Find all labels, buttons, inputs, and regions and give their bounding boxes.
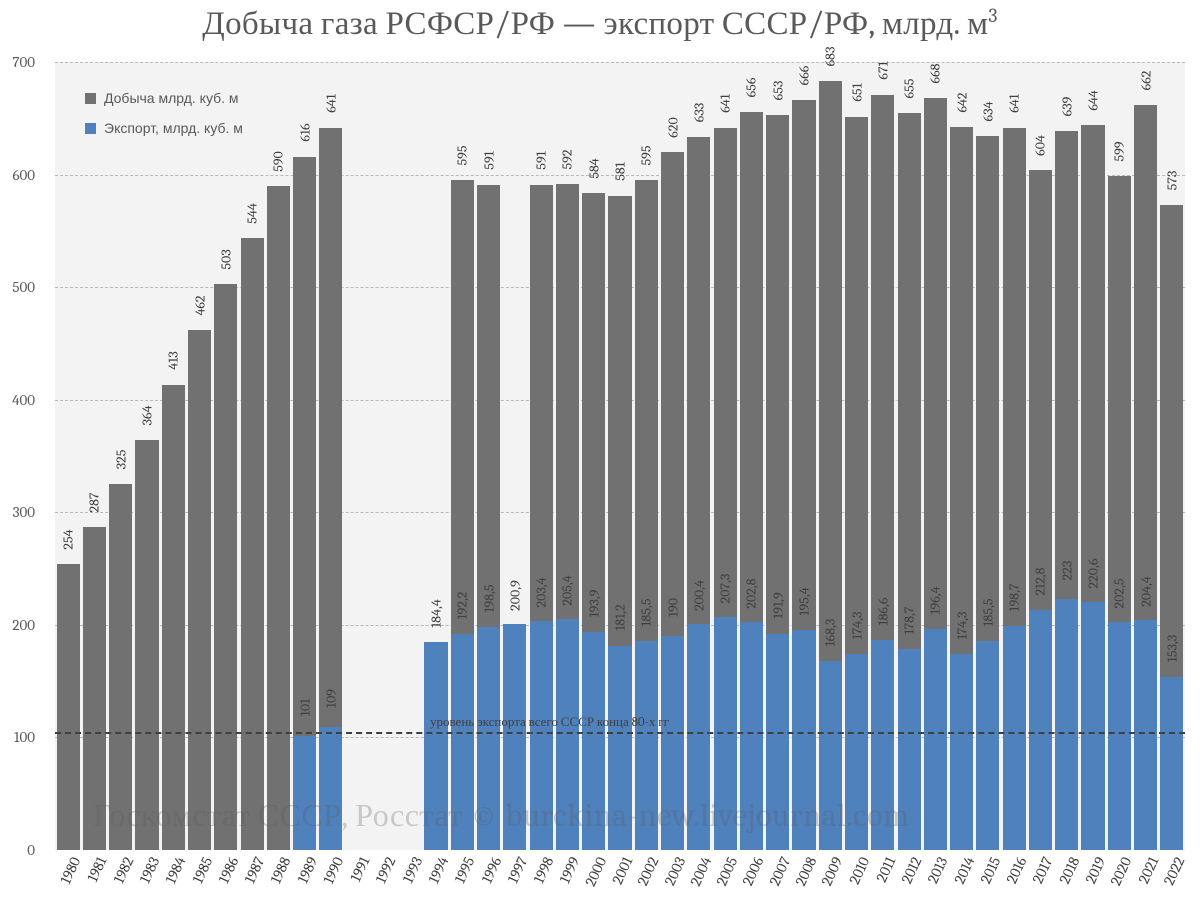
legend-swatch bbox=[85, 123, 96, 134]
x-axis-label: 2014 bbox=[950, 854, 978, 887]
x-axis-label: 2011 bbox=[872, 854, 899, 885]
x-axis-label: 2001 bbox=[608, 854, 636, 887]
x-axis-label: 1999 bbox=[556, 854, 584, 886]
overlays-layer: Добыча млрд. куб. м Экспорт, млрд. куб. м… bbox=[55, 62, 1185, 850]
y-axis-tick: 300 bbox=[0, 503, 35, 521]
y-axis-tick: 100 bbox=[0, 728, 35, 746]
chart-title: Добыча газа РСФСР/РФ — экспорт СССР/РФ, … bbox=[0, 4, 1200, 43]
y-axis-tick: 0 bbox=[0, 841, 35, 859]
x-axis-label: 2022 bbox=[1160, 854, 1189, 888]
x-axis-label: 2012 bbox=[897, 854, 925, 886]
x-axis-label: 2020 bbox=[1107, 854, 1136, 888]
x-axis-label: 1996 bbox=[477, 854, 505, 886]
x-axis-label: 2005 bbox=[713, 854, 742, 889]
y-axis-tick: 400 bbox=[0, 391, 35, 409]
x-axis-label: 1995 bbox=[451, 854, 479, 886]
x-axis-label: 2019 bbox=[1081, 854, 1109, 886]
legend-label: Экспорт, млрд. куб. м bbox=[104, 120, 243, 136]
x-axis-label: 1990 bbox=[319, 854, 347, 887]
x-axis-label: 1981 bbox=[84, 854, 111, 885]
legend-item: Экспорт, млрд. куб. м bbox=[85, 120, 243, 136]
x-axis-label: 1987 bbox=[241, 854, 269, 886]
x-axis-label: 1980 bbox=[56, 854, 84, 887]
x-axis-label: 2016 bbox=[1003, 854, 1031, 886]
x-axis-label: 1993 bbox=[398, 854, 426, 886]
x-axis-label: 2017 bbox=[1029, 854, 1057, 886]
x-axis-label: 2008 bbox=[791, 854, 820, 889]
x-axis-label: 2018 bbox=[1055, 854, 1083, 887]
y-axis-tick: 200 bbox=[0, 616, 35, 634]
reference-line-label: уровень экспорта всего СССР конца 80-х г… bbox=[430, 714, 669, 730]
x-axis-label: 1992 bbox=[372, 854, 400, 886]
legend: Добыча млрд. куб. м Экспорт, млрд. куб. м bbox=[85, 90, 243, 150]
x-axis-label: 2002 bbox=[634, 854, 663, 888]
x-axis-label: 1983 bbox=[136, 854, 164, 886]
x-axis-label: 1988 bbox=[267, 854, 295, 886]
x-axis-label: 1994 bbox=[425, 854, 453, 886]
x-axis-label: 2007 bbox=[765, 854, 794, 888]
x-axis-label: 1984 bbox=[162, 854, 190, 886]
x-axis-label: 2015 bbox=[976, 854, 1004, 886]
x-axis-label: 1998 bbox=[530, 854, 558, 886]
x-axis-label: 2006 bbox=[739, 854, 768, 888]
y-axis-tick: 600 bbox=[0, 166, 35, 184]
chart-title-text: Добыча газа РСФСР/РФ — экспорт СССР/РФ, … bbox=[202, 5, 988, 43]
legend-swatch bbox=[85, 93, 96, 104]
watermark: Госкомстат СССР, Росстат © burckina-new.… bbox=[93, 797, 910, 834]
x-axis-label: 1989 bbox=[293, 854, 321, 886]
reference-line bbox=[55, 732, 1185, 734]
x-axis-label: 2004 bbox=[686, 854, 715, 889]
chart-container: Добыча газа РСФСР/РФ — экспорт СССР/РФ, … bbox=[0, 0, 1200, 906]
x-axis-label: 1982 bbox=[109, 854, 137, 886]
chart-title-sup: 3 bbox=[988, 4, 997, 27]
y-axis-tick: 500 bbox=[0, 278, 35, 296]
legend-item: Добыча млрд. куб. м bbox=[85, 90, 243, 106]
x-axis-label: 2003 bbox=[660, 854, 689, 888]
x-axis-label: 1997 bbox=[504, 854, 532, 886]
y-axis-tick: 700 bbox=[0, 53, 35, 71]
legend-label: Добыча млрд. куб. м bbox=[104, 90, 239, 106]
x-axis-label: 2013 bbox=[924, 854, 952, 886]
x-axis-label: 1991 bbox=[347, 854, 374, 884]
x-axis-label: 1985 bbox=[188, 854, 216, 886]
x-axis-label: 2009 bbox=[818, 854, 847, 889]
x-axis-label: 2010 bbox=[845, 854, 873, 887]
x-axis-label: 2021 bbox=[1134, 854, 1162, 886]
plot-area: 0100200300400500600700 25419802871981325… bbox=[55, 62, 1185, 850]
x-axis-label: 1986 bbox=[214, 854, 242, 886]
x-axis-label: 2000 bbox=[581, 854, 610, 889]
